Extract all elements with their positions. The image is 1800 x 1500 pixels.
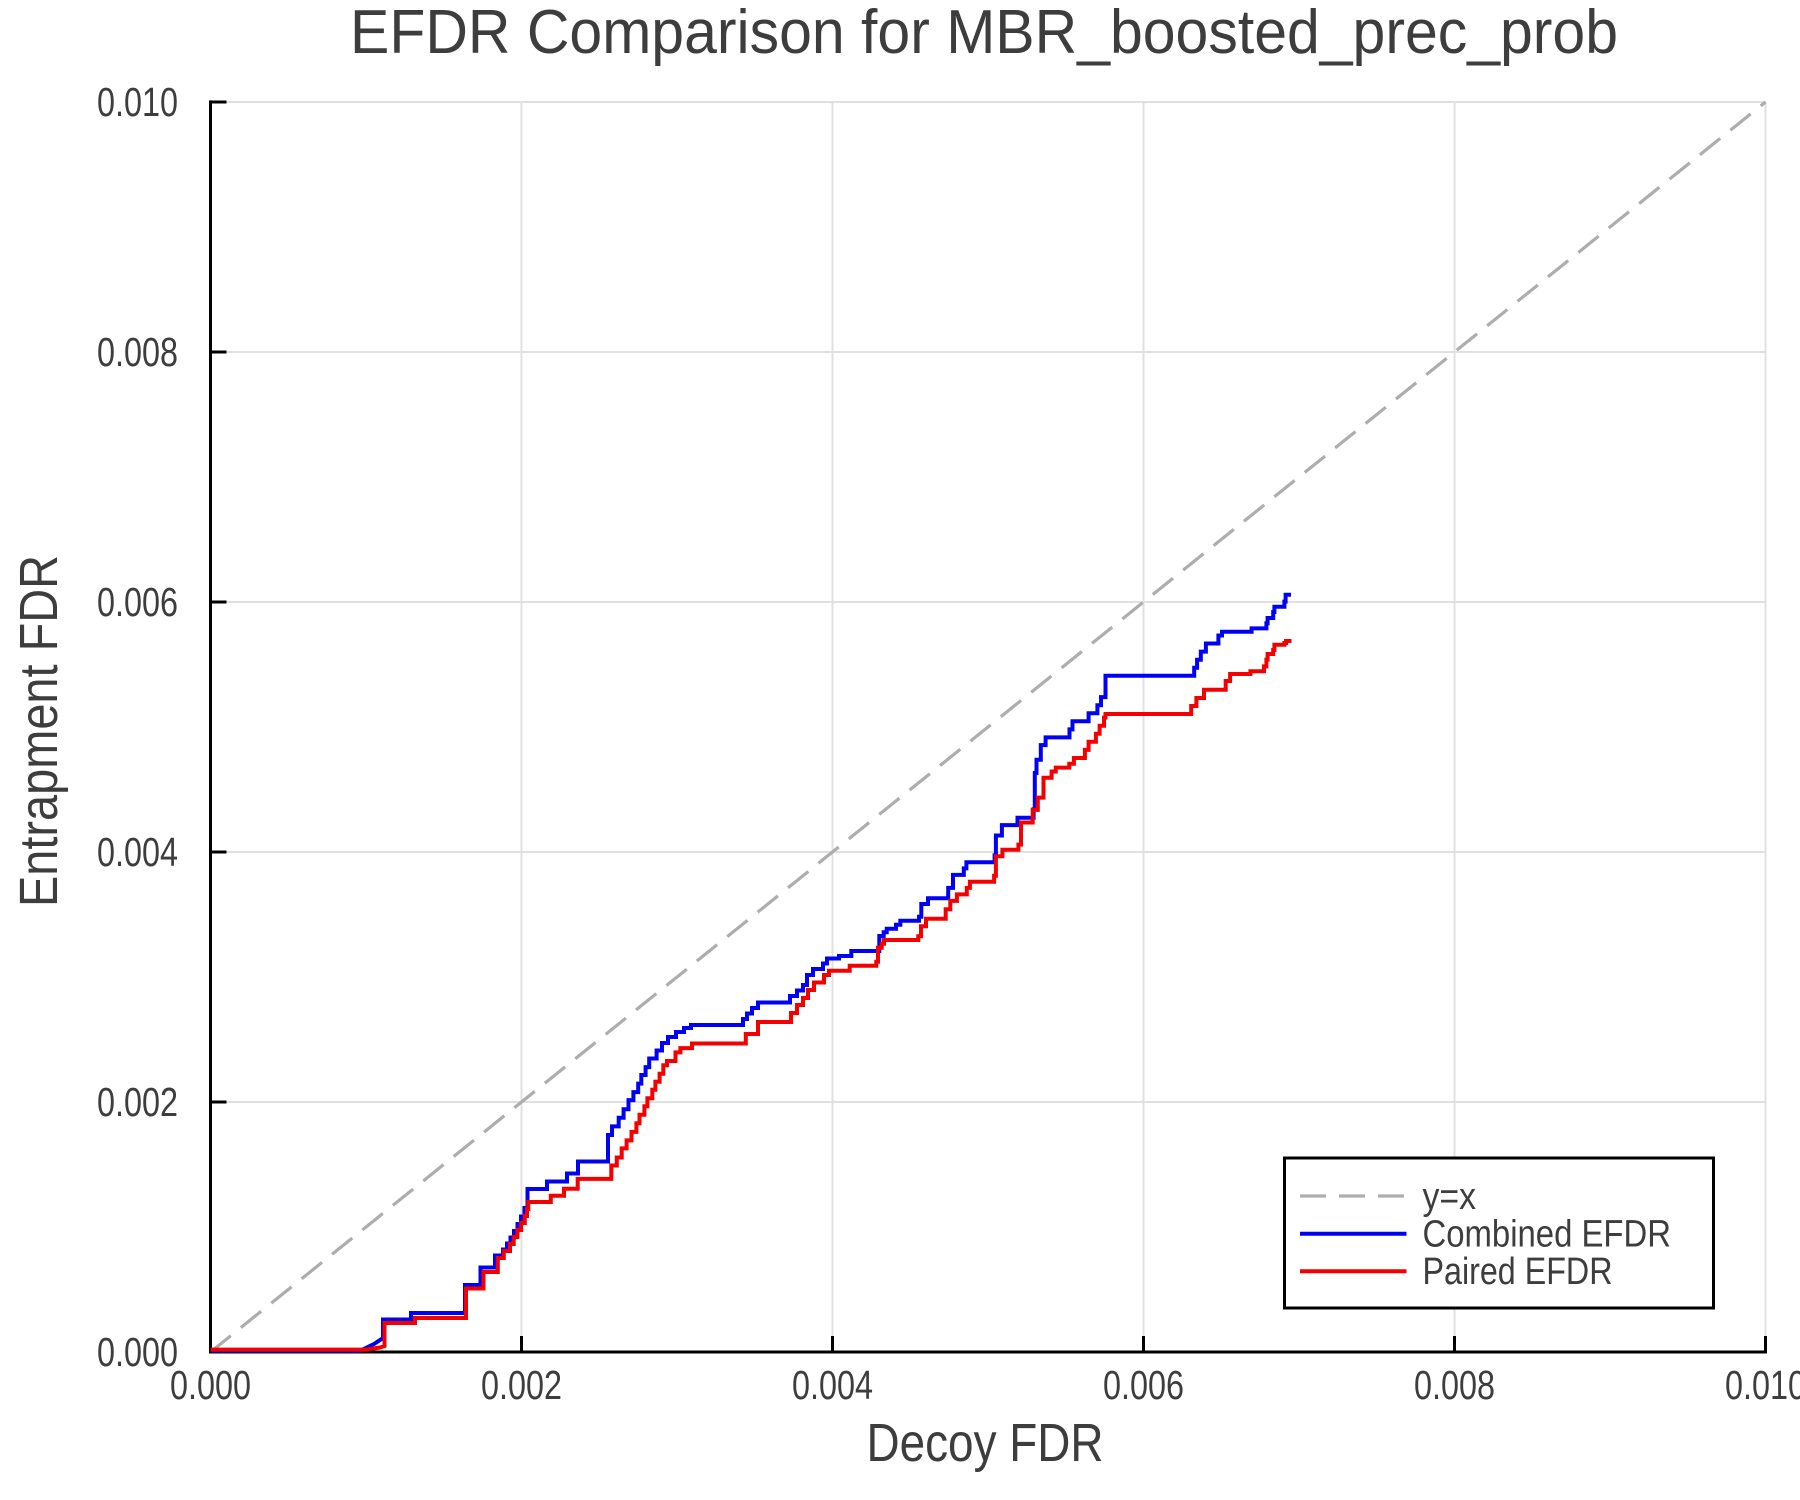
svg-text:EFDR Comparison for MBR_booste: EFDR Comparison for MBR_boosted_prec_pro…: [350, 0, 1618, 67]
svg-text:0.002: 0.002: [481, 1362, 562, 1408]
svg-text:0.004: 0.004: [792, 1362, 873, 1408]
svg-text:0.010: 0.010: [97, 79, 178, 125]
svg-text:0.006: 0.006: [1103, 1362, 1184, 1408]
svg-text:y=x: y=x: [1423, 1176, 1477, 1218]
svg-text:0.004: 0.004: [97, 829, 178, 875]
svg-text:0.000: 0.000: [170, 1362, 251, 1408]
svg-text:Paired EFDR: Paired EFDR: [1423, 1251, 1613, 1293]
svg-text:Entrapment FDR: Entrapment FDR: [9, 555, 69, 907]
svg-text:0.010: 0.010: [1725, 1362, 1800, 1408]
svg-text:0.002: 0.002: [97, 1079, 178, 1125]
svg-text:0.000: 0.000: [97, 1329, 178, 1375]
svg-text:0.008: 0.008: [97, 329, 178, 375]
svg-text:Combined EFDR: Combined EFDR: [1423, 1213, 1672, 1255]
svg-text:Decoy FDR: Decoy FDR: [867, 1413, 1104, 1473]
svg-text:0.008: 0.008: [1414, 1362, 1495, 1408]
svg-text:0.006: 0.006: [97, 579, 178, 625]
